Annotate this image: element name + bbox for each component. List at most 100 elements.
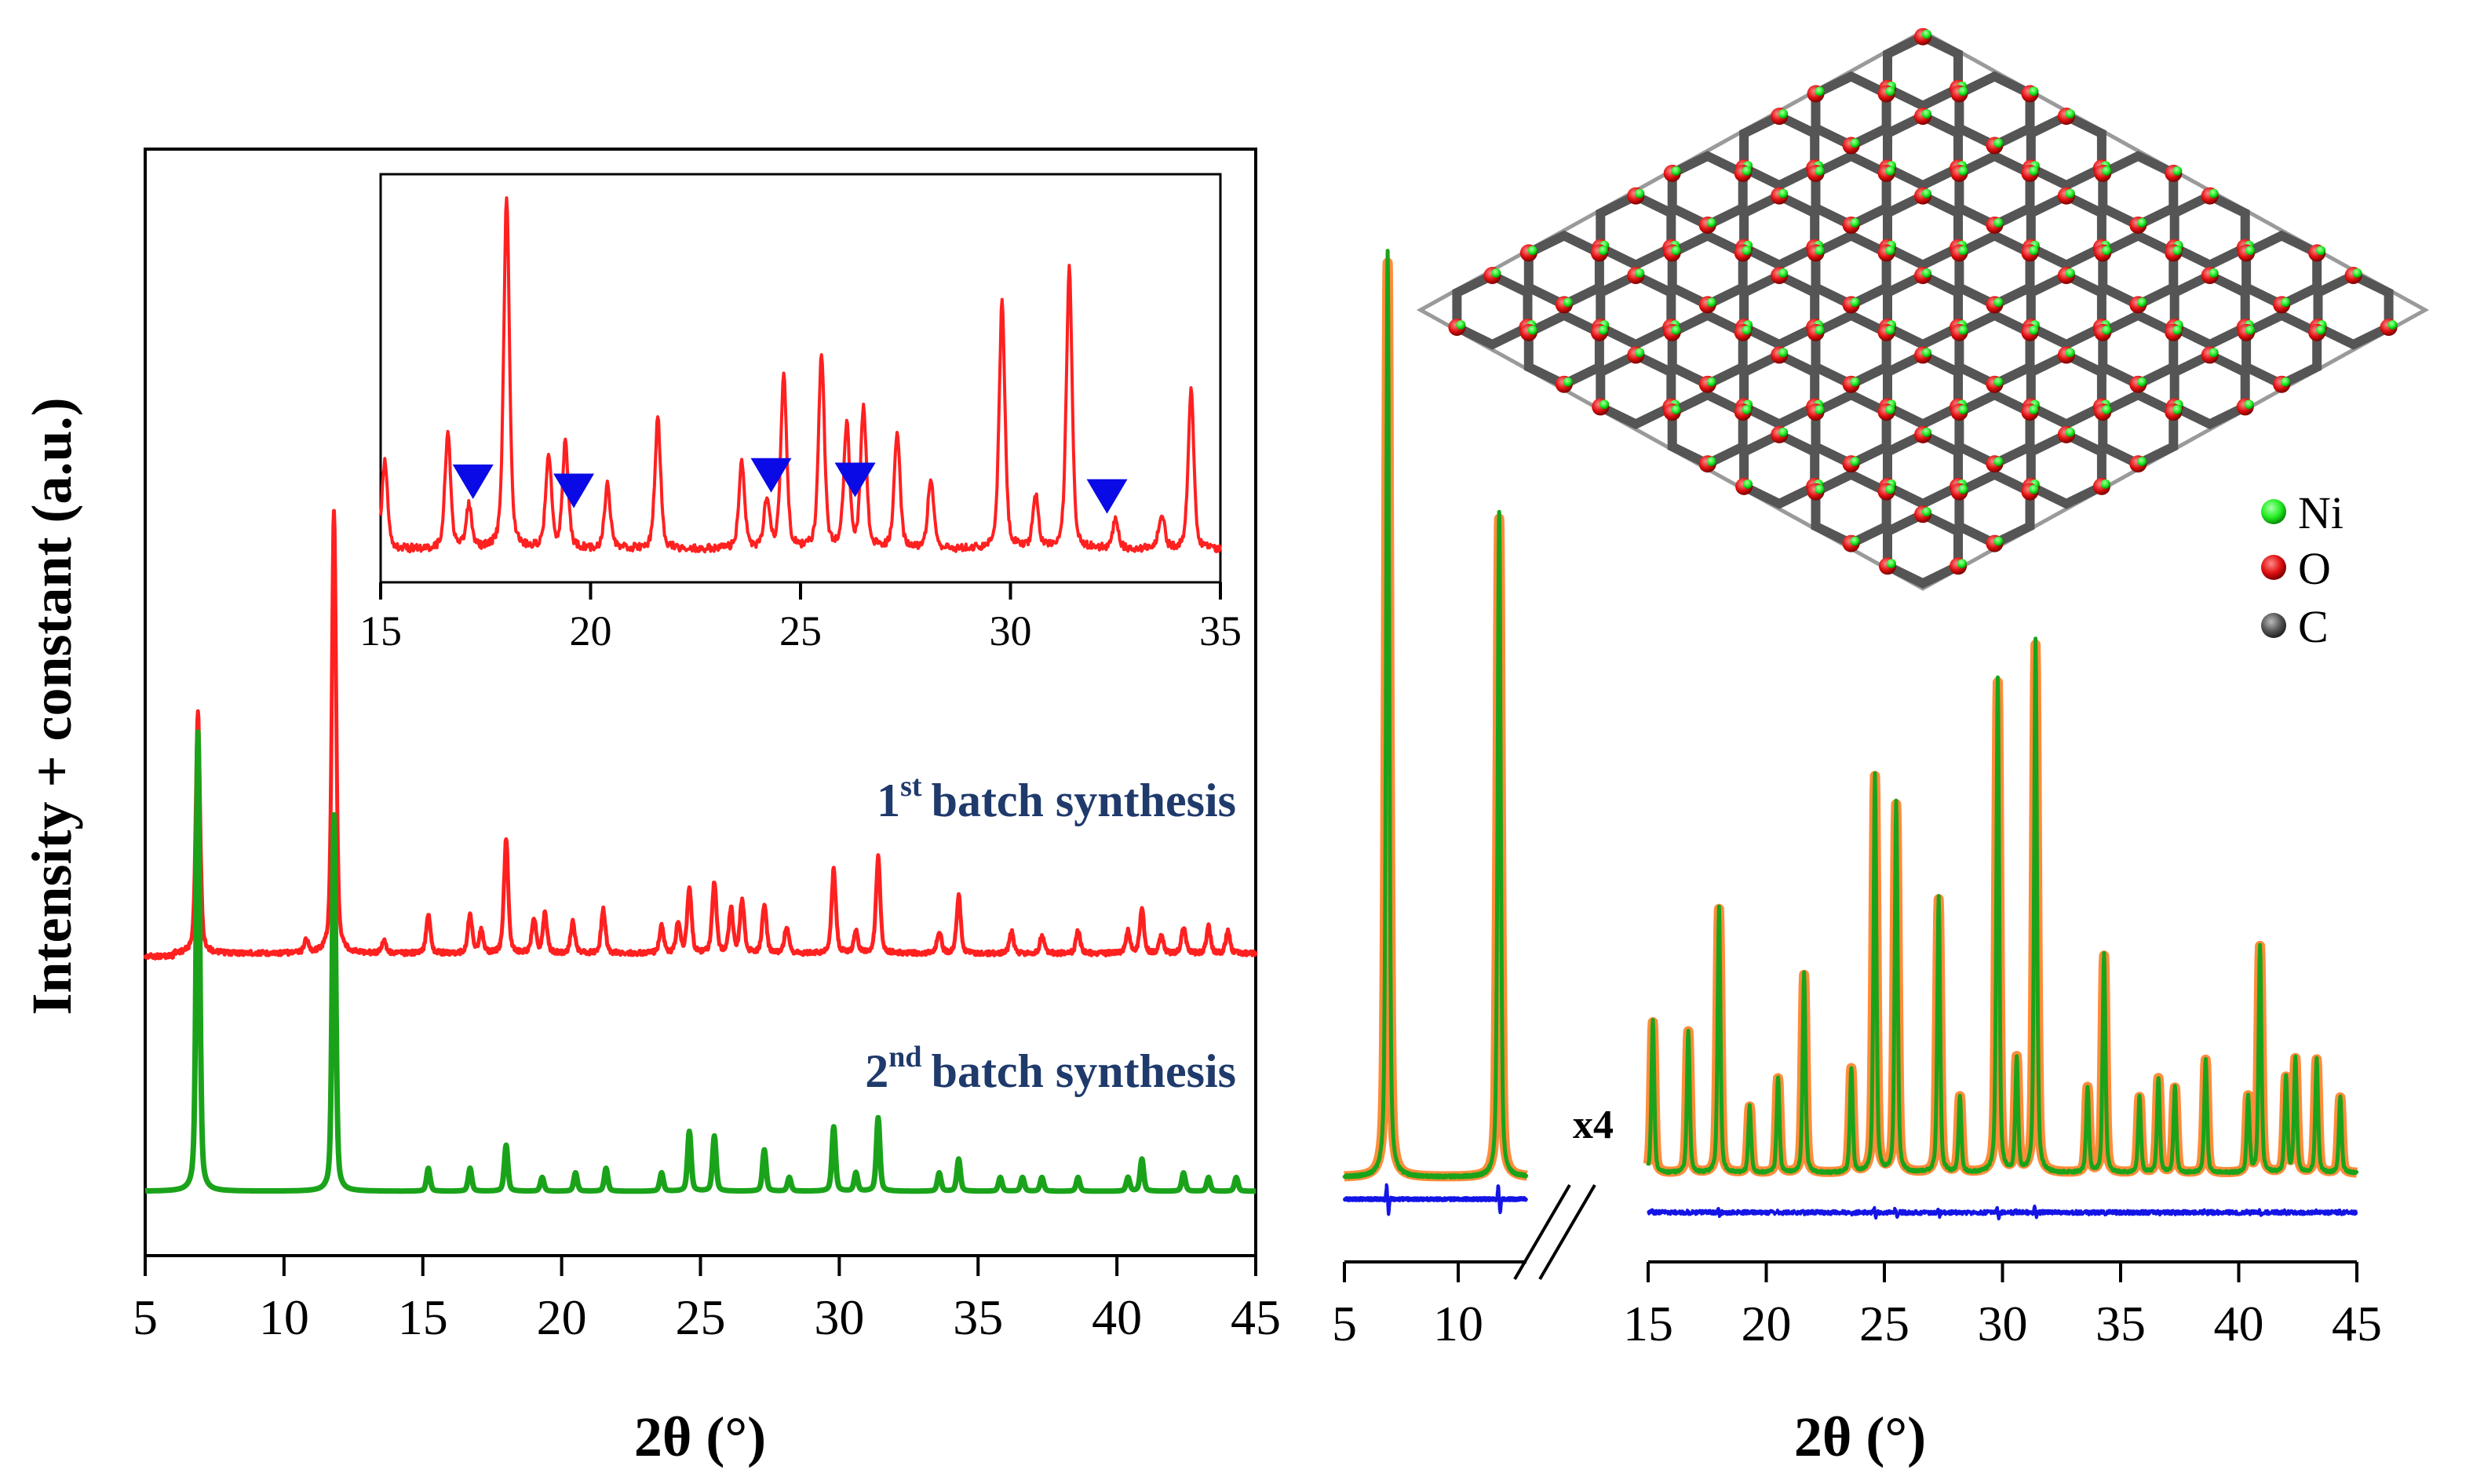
hexagonal-pore	[1954, 151, 2035, 231]
hexagonal-pore	[1811, 469, 1891, 549]
ni-atom-icon	[2261, 499, 2286, 524]
ni-atom	[1922, 427, 1931, 437]
series-label-1st-sup: st	[900, 770, 922, 803]
ni-atom	[1993, 138, 2004, 148]
refinement-x-axis-title: 2θ (°)	[1794, 1406, 1926, 1468]
ni-atom	[1922, 188, 1931, 199]
inset-panel: 15 20 25 30 35	[359, 173, 1242, 654]
hexagonal-pore	[2169, 190, 2250, 271]
main-x-tick-label-45: 45	[1231, 1289, 1281, 1345]
hexagonal-pore	[1667, 230, 1748, 310]
ni-atom	[1885, 86, 1895, 97]
ni-atom	[2137, 377, 2147, 387]
hexagonal-pore	[1883, 270, 1963, 350]
ni-atom	[1886, 559, 1896, 569]
inset-x-axis: 15 20 25 30 35	[359, 582, 1242, 654]
hexagonal-pore	[1452, 270, 1533, 350]
hexagonal-pore	[1739, 429, 1820, 509]
ni-atom	[2209, 188, 2219, 199]
impurity-marker-3	[750, 458, 792, 493]
legend-item-o: O	[2261, 543, 2331, 594]
ni-atom	[1993, 217, 2004, 228]
ni-atom	[2245, 246, 2256, 256]
metal-nodes	[1448, 27, 2398, 575]
ni-atom	[2100, 479, 2110, 489]
hexagonal-pore	[1523, 310, 1604, 390]
refinement-x-tick-label-25: 25	[1859, 1296, 1909, 1351]
ni-atom	[2245, 325, 2256, 335]
hexagonal-pore	[1811, 389, 1891, 469]
ni-atom	[1527, 325, 1537, 335]
hexagonal-pore	[1883, 429, 1963, 509]
ni-atom	[1778, 427, 1789, 437]
hexagonal-pore	[1954, 469, 2035, 549]
impurity-marker-4	[834, 462, 876, 498]
hexagonal-pore	[2169, 349, 2250, 430]
ni-atom	[2137, 457, 2147, 467]
hexagonal-pore	[2026, 429, 2106, 509]
ni-atom	[2065, 427, 2075, 437]
ni-atom	[2065, 268, 2075, 278]
hexagonal-pore	[2026, 270, 2106, 350]
refinement-x-tick-label-5: 5	[1332, 1296, 1357, 1351]
series-label-2nd-sup: nd	[888, 1041, 921, 1074]
hexagonal-pore	[1739, 190, 1820, 271]
ni-atom	[1563, 297, 1573, 308]
refinement-x-tick-label-35: 35	[2095, 1296, 2146, 1351]
main-x-tick-label-15: 15	[398, 1289, 448, 1345]
hexagonal-pore	[1954, 71, 2035, 151]
hexagonal-pore	[1954, 230, 2035, 310]
ni-atom	[2172, 325, 2183, 335]
hexagonal-pore	[2098, 151, 2179, 231]
c-atom-icon	[2261, 613, 2286, 638]
ni-atom	[1815, 166, 1825, 176]
ni-atom	[1922, 348, 1931, 358]
ni-atom	[2209, 348, 2219, 358]
ni-atom	[1671, 405, 1681, 415]
ni-atom	[1706, 297, 1716, 308]
ni-atom	[1778, 348, 1789, 358]
ni-atom	[1778, 268, 1789, 278]
ni-atom	[2281, 297, 2291, 308]
scale-factor-label: x4	[1573, 1103, 1614, 1147]
series-label-2nd-num: 2	[865, 1045, 888, 1097]
hexagonal-pore	[2098, 230, 2179, 310]
ni-atom	[2387, 320, 2398, 330]
legend-label-c: C	[2298, 601, 2329, 652]
ni-atom	[1958, 246, 1968, 256]
ni-atom	[1885, 166, 1895, 176]
element-legend: Ni O C	[2261, 487, 2344, 652]
ni-atom	[2172, 405, 2183, 415]
unit-cell-outline	[1416, 29, 2430, 591]
ni-atom	[1599, 399, 1610, 410]
ni-atom	[1635, 348, 1645, 358]
legend-item-c: C	[2261, 601, 2329, 652]
ni-atom	[1742, 246, 1752, 256]
ni-atom	[1958, 484, 1968, 494]
main-x-tick-label-40: 40	[1092, 1289, 1142, 1345]
main-x-tick-label-20: 20	[537, 1289, 587, 1345]
ni-atom	[2352, 268, 2362, 278]
ni-atom	[2316, 325, 2326, 335]
hexagonal-pore	[2241, 310, 2322, 390]
hexagonal-pore	[2098, 389, 2179, 469]
hexagonal-pore	[1811, 310, 1891, 390]
inset-x-tick-label-30: 30	[990, 607, 1032, 654]
ni-atom	[2137, 297, 2147, 308]
ni-atom	[1885, 484, 1895, 494]
hexagonal-pore	[2313, 270, 2394, 350]
hexagonal-pore	[2169, 270, 2250, 350]
ni-atom	[2029, 405, 2039, 415]
ni-atom	[1598, 325, 1608, 335]
ni-atom	[2029, 325, 2039, 335]
observed-profile-low	[1342, 249, 1529, 1180]
main-x-axis-title: 2θ (°)	[634, 1406, 766, 1468]
hexagonal-pore	[1883, 509, 1963, 589]
ni-atom	[1957, 559, 1968, 569]
refinement-x-tick-label-45: 45	[2332, 1296, 2382, 1351]
ni-atom	[2029, 86, 2039, 97]
inset-x-tick-label-25: 25	[779, 607, 822, 654]
ni-atom	[1778, 188, 1789, 199]
ni-atom	[2102, 325, 2112, 335]
